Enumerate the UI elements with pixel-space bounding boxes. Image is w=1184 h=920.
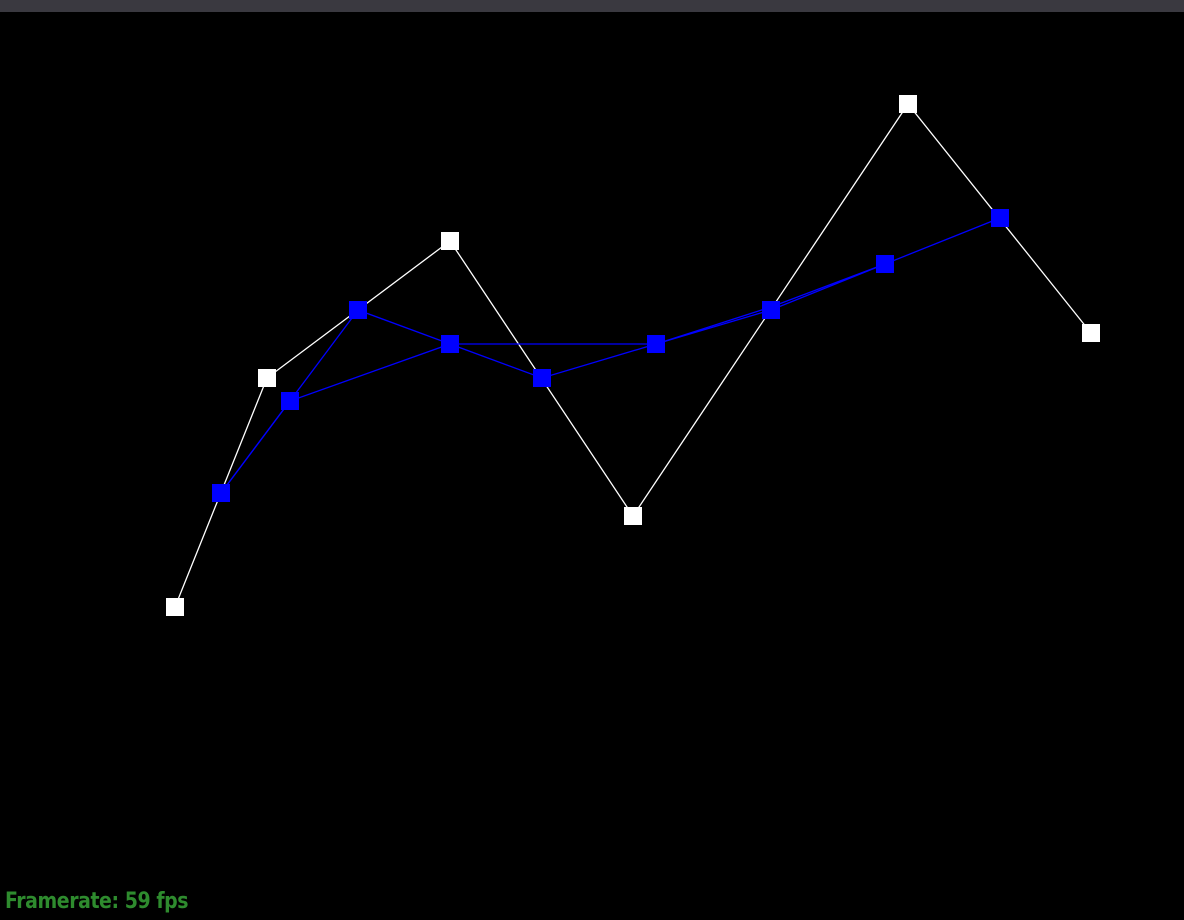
control-point-1[interactable]	[166, 598, 184, 616]
subdivided-point-4[interactable]	[533, 369, 551, 387]
subdivided-point-6[interactable]	[762, 301, 780, 319]
control-polygon-lines	[174, 102, 1092, 608]
title-bar[interactable]	[0, 0, 1184, 12]
subdivided-point-inner-1[interactable]	[281, 392, 299, 410]
subdivided-point-1[interactable]	[212, 484, 230, 502]
curve-canvas[interactable]	[0, 12, 1184, 920]
render-viewport[interactable]	[0, 12, 1184, 920]
framerate-label: Framerate: 59 fps	[5, 889, 189, 914]
control-points	[166, 95, 1100, 616]
control-point-2[interactable]	[258, 369, 276, 387]
subdivided-points	[212, 209, 1009, 502]
control-point-6[interactable]	[1082, 324, 1100, 342]
subdivided-point-5[interactable]	[647, 335, 665, 353]
subdivided-point-3[interactable]	[441, 335, 459, 353]
subdivided-point-2[interactable]	[349, 301, 367, 319]
subdivided-inner-line	[220, 263, 886, 494]
control-point-5[interactable]	[899, 95, 917, 113]
subdivided-point-7[interactable]	[876, 255, 894, 273]
subdivided-point-8[interactable]	[991, 209, 1009, 227]
control-polygon-line	[174, 102, 1092, 608]
control-point-4[interactable]	[624, 507, 642, 525]
control-point-3[interactable]	[441, 232, 459, 250]
